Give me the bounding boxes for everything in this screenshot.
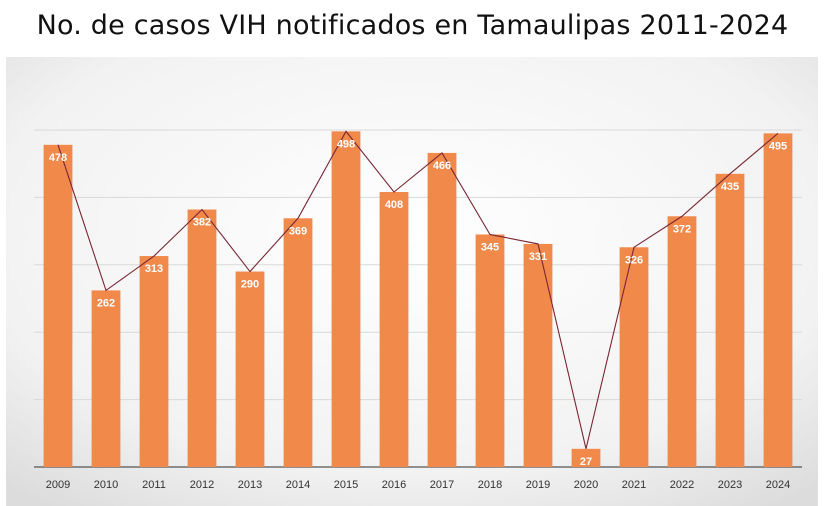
bar-2010: [91, 290, 121, 467]
data-label-2009: 478: [49, 152, 67, 164]
data-label-2021: 326: [625, 254, 643, 266]
data-label-2018: 345: [481, 241, 499, 253]
x-tick-2016: 2016: [382, 479, 406, 491]
bar-2009: [43, 144, 73, 467]
x-tick-2022: 2022: [670, 479, 694, 491]
data-label-2012: 382: [193, 217, 211, 229]
chart-title: No. de casos VIH notificados en Tamaulip…: [36, 10, 789, 41]
data-label-2013: 290: [241, 279, 259, 291]
trend-polyline: [57, 130, 779, 449]
x-tick-2013: 2013: [238, 479, 262, 491]
data-label-2010: 262: [97, 297, 115, 309]
x-tick-2021: 2021: [622, 479, 646, 491]
x-tick-2020: 2020: [574, 479, 598, 491]
x-tick-labels: 2009 2010 2011 2012 2013 2014 2015 2016 2017 2018…: [46, 479, 790, 491]
data-label-2017: 466: [433, 160, 451, 172]
bar-2021: [619, 247, 649, 467]
bar-2024: [763, 133, 793, 467]
data-label-2022: 372: [673, 223, 691, 235]
data-label-2019: 331: [529, 251, 547, 263]
x-tick-2012: 2012: [190, 479, 214, 491]
bar-2014: [283, 218, 313, 467]
x-tick-2009: 2009: [46, 479, 70, 491]
data-label-2014: 369: [289, 225, 307, 237]
data-labels: 478 262 313 382 290 369 498 408 466 345 331 27 326 37…: [49, 138, 787, 467]
bar-2012: [187, 209, 217, 468]
data-label-2011: 313: [145, 263, 163, 275]
x-tick-2024: 2024: [766, 479, 790, 491]
data-label-2020: 27: [580, 456, 592, 468]
bar-2016: [379, 192, 409, 467]
trend-line: [57, 130, 779, 449]
x-tick-2019: 2019: [526, 479, 550, 491]
x-tick-2010: 2010: [94, 479, 118, 491]
data-label-2016: 408: [385, 199, 403, 211]
x-tick-2015: 2015: [334, 479, 358, 491]
bar-2022: [667, 216, 697, 467]
data-label-2015: 498: [337, 138, 355, 150]
chart-area: 478 262 313 382 290 369 498 408 466 345 331 27 326 37…: [6, 57, 818, 506]
x-tick-2023: 2023: [718, 479, 742, 491]
bar-2020: [571, 448, 601, 467]
bar-2018: [475, 234, 505, 467]
bar-2023: [715, 173, 745, 467]
data-label-2024: 495: [769, 140, 787, 152]
x-tick-2011: 2011: [142, 479, 166, 491]
x-tick-2017: 2017: [430, 479, 454, 491]
bars: [43, 131, 793, 468]
bar-2019: [523, 243, 553, 467]
x-tick-2018: 2018: [478, 479, 502, 491]
data-label-2023: 435: [721, 181, 739, 193]
x-tick-2014: 2014: [286, 479, 310, 491]
bar-2013: [235, 271, 265, 467]
bar-2017: [427, 152, 457, 467]
bar-2015: [331, 131, 361, 467]
bar-2011: [139, 256, 169, 467]
bar-chart: 478 262 313 382 290 369 498 408 466 345 331 27 326 37…: [6, 57, 818, 506]
